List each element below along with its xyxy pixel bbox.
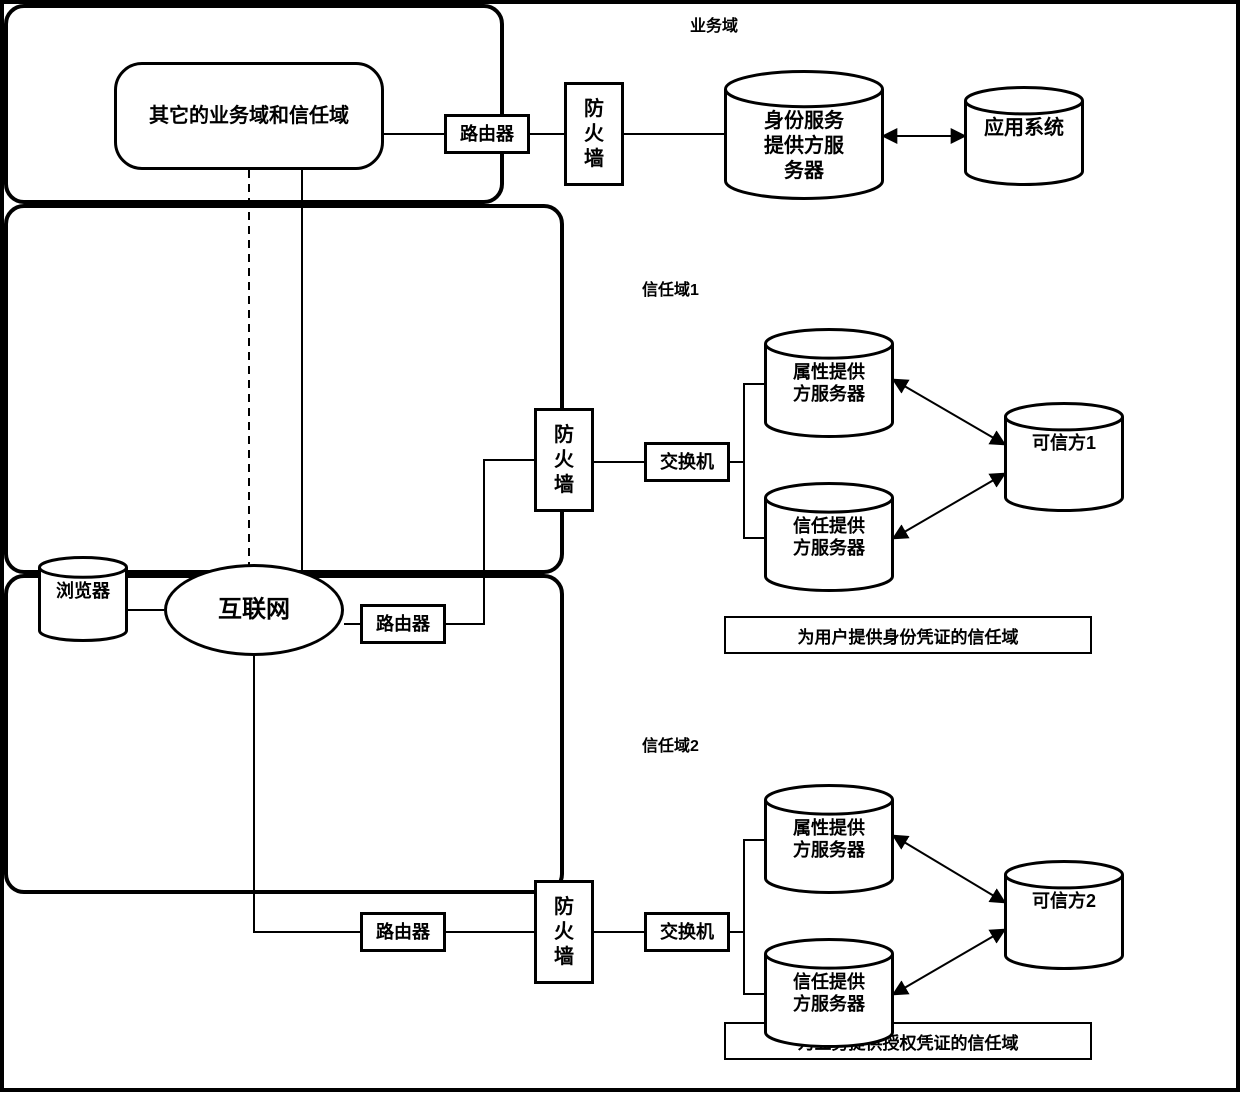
node-idp_server: 身份服务 提供方服 务器	[724, 70, 884, 200]
node-browser: 浏览器	[38, 556, 128, 642]
node-attr_server_1: 属性提供 方服务器	[764, 328, 894, 438]
edge-e_attr1_trusted1	[894, 380, 1004, 444]
node-attr_server_2: 属性提供 方服务器	[764, 784, 894, 894]
node-label-trust_server_1: 信任提供 方服务器	[764, 515, 894, 560]
node-label-app_system: 应用系统	[964, 116, 1084, 141]
edge-e_swmid_trust1	[730, 462, 764, 538]
edge-e_trust2_trusted2	[894, 930, 1004, 994]
node-app_system: 应用系统	[964, 86, 1084, 186]
node-label-browser: 浏览器	[38, 580, 128, 603]
node-switch_mid: 交换机	[644, 442, 730, 482]
node-firewall_bot: 防 火 墙	[534, 880, 594, 984]
edge-e_swbot_attr2	[730, 840, 764, 932]
node-label-idp_server: 身份服务 提供方服 务器	[724, 109, 884, 184]
node-label-trusted_1: 可信方1	[1004, 432, 1124, 455]
node-trust_server_2: 信任提供 方服务器	[764, 938, 894, 1048]
node-router_bot: 路由器	[360, 912, 446, 952]
domain-caption-trust1: 为用户提供身份凭证的信任域	[724, 616, 1092, 654]
domain-title-biz: 业务域	[690, 12, 738, 36]
edge-e_attr2_trusted2	[894, 836, 1004, 902]
node-trusted_1: 可信方1	[1004, 402, 1124, 512]
node-switch_bot: 交换机	[644, 912, 730, 952]
node-firewall_mid: 防 火 墙	[534, 408, 594, 512]
node-other_domains: 其它的业务域和信任域	[114, 62, 384, 170]
node-trust_server_1: 信任提供 方服务器	[764, 482, 894, 592]
node-label-attr_server_1: 属性提供 方服务器	[764, 361, 894, 406]
node-label-attr_server_2: 属性提供 方服务器	[764, 817, 894, 862]
node-trusted_2: 可信方2	[1004, 860, 1124, 970]
diagram-canvas: 业务域信任域1为用户提供身份凭证的信任域信任域2为业务提供授权凭证的信任域其它的…	[0, 0, 1240, 1092]
node-router_top: 路由器	[444, 114, 530, 154]
domain-title-trust1: 信任域1	[642, 276, 699, 300]
node-router_mid: 路由器	[360, 604, 446, 644]
edge-e_swmid_attr1	[730, 384, 764, 462]
node-label-trusted_2: 可信方2	[1004, 890, 1124, 913]
node-firewall_top: 防 火 墙	[564, 82, 624, 186]
node-internet: 互联网	[164, 564, 344, 656]
domain-title-trust2: 信任域2	[642, 732, 699, 756]
node-label-trust_server_2: 信任提供 方服务器	[764, 971, 894, 1016]
edge-e_swbot_trust2	[730, 932, 764, 994]
domain-trust1	[4, 204, 564, 574]
edge-e_trust1_trusted1	[894, 474, 1004, 538]
